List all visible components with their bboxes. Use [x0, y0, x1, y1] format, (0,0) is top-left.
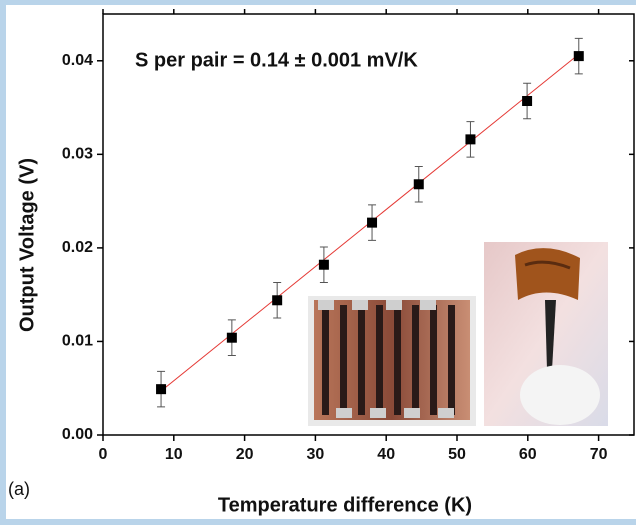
annotation: S per pair = 0.14 ± 0.001 mV/K: [135, 49, 418, 71]
x-tick-label: 60: [519, 446, 537, 463]
data-point: [522, 96, 533, 107]
x-tick-label: 20: [236, 446, 254, 463]
data-point: [318, 259, 329, 270]
x-tick-label: 0: [99, 446, 108, 463]
x-tick-label: 70: [590, 446, 608, 463]
data-point: [226, 332, 237, 343]
x-tick-label: 10: [165, 446, 183, 463]
x-tick-label: 30: [307, 446, 325, 463]
inset-photo-flexible: [484, 242, 608, 426]
y-axis-label: Output Voltage (V): [16, 158, 38, 332]
data-point: [413, 179, 424, 190]
data-point: [465, 134, 476, 145]
plot-frame: [102, 13, 635, 436]
data-point: [367, 217, 378, 228]
y-tick-label: 0.04: [62, 52, 93, 69]
data-point: [156, 384, 167, 395]
data-point: [573, 51, 584, 62]
panel-label: (a): [8, 479, 30, 499]
x-axis-label: Temperature difference (K): [218, 494, 472, 516]
y-tick-label: 0.00: [62, 426, 93, 443]
y-tick-label: 0.03: [62, 146, 93, 163]
x-tick-label: 40: [377, 446, 395, 463]
y-tick-label: 0.01: [62, 333, 93, 350]
y-tick-label: 0.02: [62, 239, 93, 256]
inset-photo-film: [308, 296, 476, 426]
x-tick-label: 50: [448, 446, 466, 463]
data-point: [272, 295, 283, 306]
